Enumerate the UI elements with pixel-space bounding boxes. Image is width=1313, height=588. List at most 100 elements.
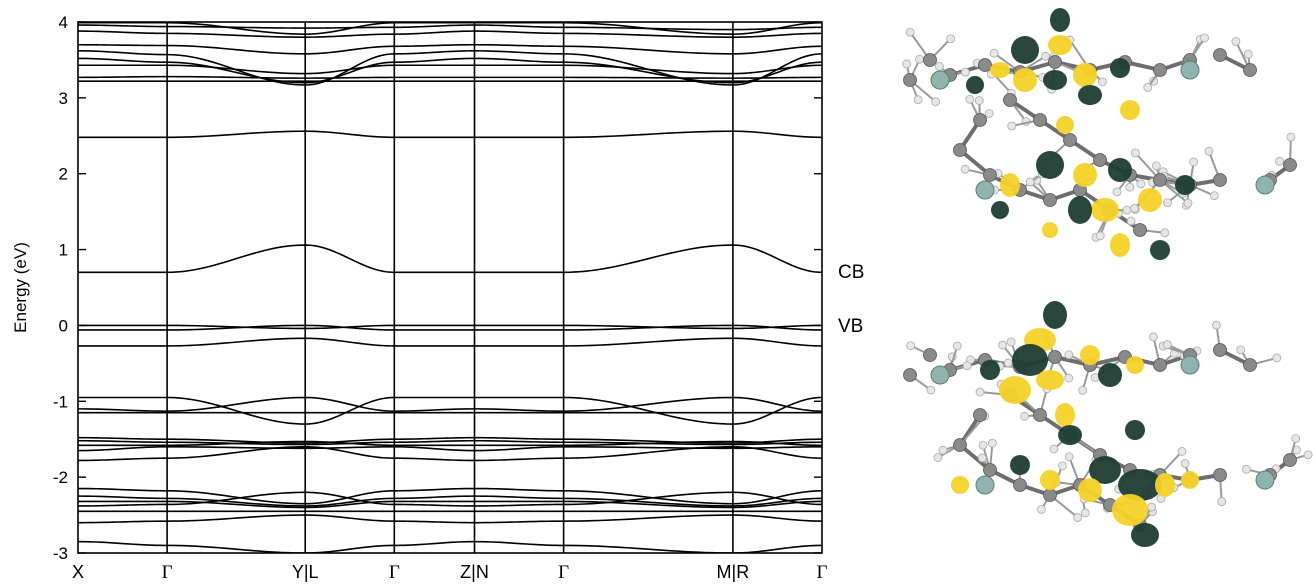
cb-hydrogen-46: [961, 68, 969, 76]
cb-carbon-23: [1134, 224, 1147, 237]
vb-orbital-lobe-11: [1125, 420, 1145, 440]
cb-orbital-lobe-17: [1110, 233, 1130, 257]
ytick-label-6: 3: [59, 89, 68, 108]
cb-hydrogen-57: [1126, 183, 1134, 191]
vb-hydrogen-47: [1292, 435, 1300, 443]
vb-orbital-lobe-8: [1126, 356, 1144, 374]
cb-molecule: [903, 8, 1297, 260]
vb-hydrogen-68: [963, 362, 971, 370]
cb-hydrogen-65: [916, 55, 924, 63]
vb-silicon-3: [1256, 471, 1274, 489]
band-line-5: [78, 58, 822, 82]
cb-carbon-29: [904, 74, 917, 87]
ytick-label-7: 4: [59, 13, 68, 32]
band-line-9: [78, 131, 822, 137]
vb-orbital-lobe-21: [951, 476, 969, 494]
vb-hydrogen-57: [1037, 505, 1045, 513]
cb-label: CB: [838, 262, 864, 284]
cb-hydrogen-66: [1026, 178, 1034, 186]
band-line-7: [78, 77, 822, 79]
vb-carbon-16: [974, 409, 987, 422]
cb-hydrogen-33: [1164, 199, 1172, 207]
cb-orbital-lobe-15: [1091, 198, 1119, 222]
vb-hydrogen-35: [1021, 412, 1029, 420]
kpath-label-0: X: [72, 562, 84, 582]
cb-hydrogen-61: [985, 109, 993, 117]
vb-orbital-lobe-10: [1058, 425, 1082, 445]
cb-carbon-20: [1044, 194, 1057, 207]
band-line-28: [78, 542, 822, 553]
cb-hydrogen-42: [1144, 83, 1152, 91]
cb-carbon-11: [1094, 154, 1107, 167]
vb-orbital-lobe-2: [1012, 344, 1048, 376]
vb-carbon-6: [1154, 359, 1167, 372]
ytick-label-5: 2: [59, 165, 68, 184]
cb-hydrogen-58: [1161, 229, 1169, 237]
vb-hydrogen-15: [1304, 451, 1312, 459]
kpath-label-3: Γ: [389, 562, 400, 583]
cb-orbital-lobe-0: [1050, 8, 1070, 32]
vb-hydrogen-2: [907, 342, 915, 350]
vb-label: VB: [838, 316, 863, 338]
vb-hydrogen-27: [1079, 386, 1087, 394]
cb-orbital-lobe-8: [966, 76, 984, 94]
vb-hydrogen-14: [1273, 354, 1281, 362]
vb-orbital-lobe-0: [1043, 301, 1067, 329]
vb-orbital-lobe-5: [980, 360, 1000, 380]
cb-hydrogen-35: [1098, 78, 1106, 86]
vb-hydrogen-48: [1058, 462, 1066, 470]
cb-hydrogen-27: [935, 62, 943, 70]
cb-carbon-13: [1154, 174, 1167, 187]
vb-hydrogen-41: [1074, 513, 1082, 521]
cb-orbital-lobe-11: [1056, 116, 1074, 134]
band-line-13: [78, 338, 822, 346]
vb-carbon-20: [1044, 489, 1057, 502]
cb-orbital-lobe-6: [1110, 58, 1130, 78]
cb-carbon-25: [1214, 49, 1227, 62]
cb-hydrogen-55: [1210, 192, 1218, 200]
cb-orbital-lobe-14: [1108, 158, 1132, 182]
vb-hydrogen-62: [1148, 503, 1156, 511]
vb-orbital-lobe-16: [1155, 473, 1175, 497]
band-line-27: [78, 515, 822, 523]
vb-hydrogen-17: [1081, 509, 1089, 517]
vb-hydrogen-10: [1065, 374, 1073, 382]
vb-hydrogen-33: [988, 439, 996, 447]
kpath-label-7: Γ: [817, 562, 828, 583]
vb-hydrogen-26: [979, 441, 987, 449]
vb-orbital-lobe-15: [1131, 523, 1159, 547]
cb-hydrogen-34: [1232, 37, 1240, 45]
vb-orbital-lobe-3: [1036, 370, 1064, 390]
cb-orbital-lobe-4: [1043, 70, 1067, 90]
cb-carbon-9: [1034, 114, 1047, 127]
cb-hydrogen-14: [1042, 52, 1050, 60]
vb-hydrogen-9: [1149, 333, 1157, 341]
cb-orbital-lobe-19: [1175, 175, 1195, 195]
cb-orbital-lobe-23: [1042, 222, 1058, 238]
bands-group: [78, 23, 822, 553]
cb-carbon-24: [924, 54, 937, 67]
cb-orbital-lobe-9: [1078, 85, 1102, 105]
y-axis-title: Energy (eV): [11, 242, 30, 333]
cb-carbon-28: [1284, 159, 1297, 172]
vb-carbon-24: [924, 349, 937, 362]
band-line-6: [78, 65, 822, 73]
vb-hydrogen-61: [1181, 459, 1189, 467]
cb-carbon-17: [954, 144, 967, 157]
cb-orbital-lobe-20: [1150, 240, 1170, 260]
cb-hydrogen-60: [1131, 204, 1139, 212]
cb-orbital-lobe-3: [1013, 68, 1037, 92]
cb-silicon-0: [931, 71, 949, 89]
vb-carbon-15: [1214, 469, 1227, 482]
cb-hydrogen-19: [1137, 180, 1145, 188]
band-line-10: [78, 245, 822, 272]
vb-carbon-29: [904, 369, 917, 382]
vb-carbon-9: [1034, 409, 1047, 422]
kpath-label-2: Y|L: [292, 562, 319, 582]
cb-carbon-15: [1214, 174, 1227, 187]
cb-hydrogen-56: [1184, 199, 1192, 207]
vb-hydrogen-42: [1091, 373, 1099, 381]
vb-hydrogen-51: [1218, 498, 1226, 506]
